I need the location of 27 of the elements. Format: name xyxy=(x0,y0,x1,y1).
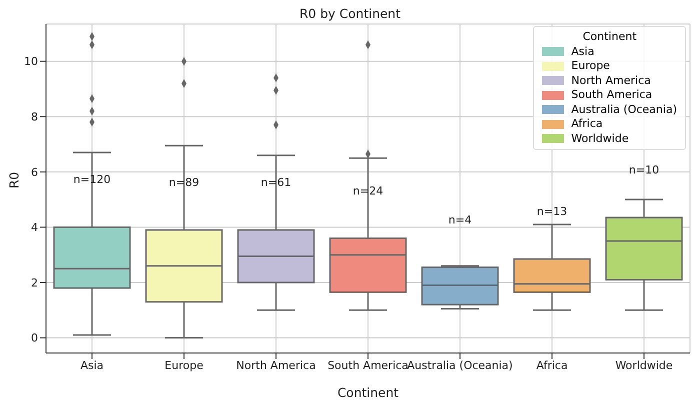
annotation: n=10 xyxy=(628,164,660,177)
y-axis-title: R0 xyxy=(6,172,22,188)
annotation: n=13 xyxy=(536,205,568,218)
legend-label: North America xyxy=(571,74,651,88)
x-tick-label: Asia xyxy=(80,358,104,372)
x-axis-title: Continent xyxy=(337,385,399,400)
x-tick-label: South America xyxy=(328,358,408,372)
legend-label: Australia (Oceania) xyxy=(571,102,677,117)
legend-label: Worldwide xyxy=(571,132,629,146)
legend-label: South America xyxy=(571,88,652,102)
legend-title: Continent xyxy=(582,30,638,44)
y-tick-label: 8 xyxy=(31,110,38,124)
y-tick-label: 4 xyxy=(31,221,38,234)
legend-label: Europe xyxy=(571,59,610,74)
annotation: n=4 xyxy=(448,213,472,226)
x-tick-label: North America xyxy=(236,358,316,372)
y-tick-label: 0 xyxy=(31,332,38,345)
x-tick-label: Europe xyxy=(164,358,204,372)
chart-title: R0 by Continent xyxy=(298,6,402,21)
y-tick-label: 2 xyxy=(31,276,38,290)
x-tick-label: Australia (Oceania) xyxy=(407,358,513,372)
x-tick-label: Worldwide xyxy=(615,358,673,372)
legend-label: Africa xyxy=(571,117,603,132)
y-tick-label: 10 xyxy=(24,55,38,68)
x-tick-label: Africa xyxy=(536,358,568,372)
y-tick-label: 6 xyxy=(31,166,38,179)
legend-label: Asia xyxy=(571,44,594,59)
